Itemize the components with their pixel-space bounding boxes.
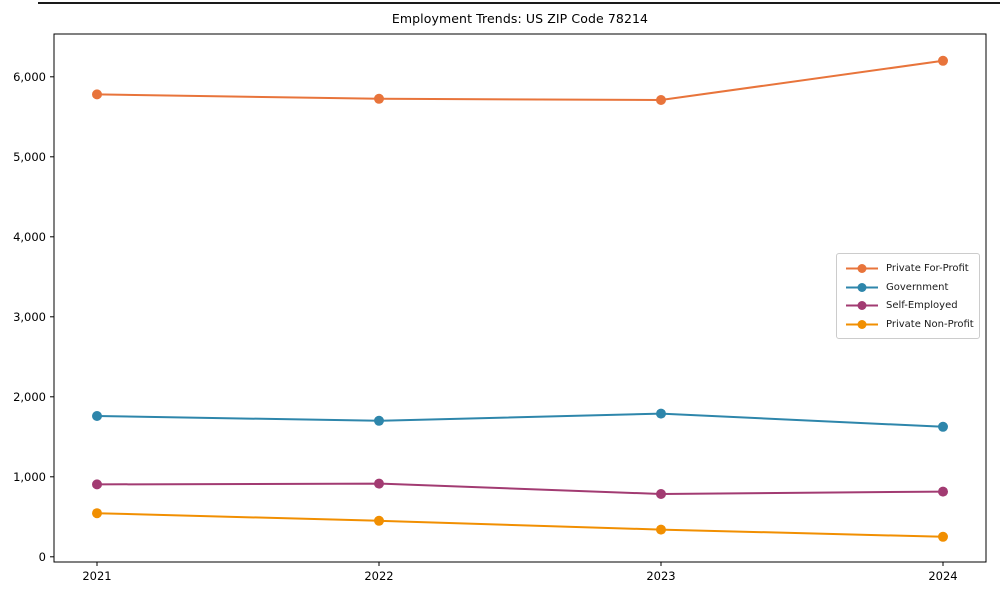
legend-label-private-for-profit: Private For-Profit <box>886 262 969 274</box>
x-tick-label: 2021 <box>82 569 111 583</box>
data-point-private-for-profit-2023 <box>656 95 666 105</box>
legend-row-government: Government <box>846 278 973 297</box>
legend-sample-dot <box>857 263 867 273</box>
series-line-self-employed <box>96 482 944 496</box>
x-tick-label: 2022 <box>364 569 393 583</box>
data-point-private-non-profit-2023 <box>656 524 666 535</box>
legend-row-private-non-profit: Private Non-Profit <box>846 315 974 334</box>
data-point-private-for-profit-2022 <box>374 93 384 104</box>
legend-label-private-non-profit: Private Non-Profit <box>886 319 974 331</box>
data-point-private-non-profit-2021 <box>92 508 102 519</box>
y-tick-label: 3,000 <box>13 310 46 324</box>
data-point-self-employed-2024 <box>938 486 948 497</box>
data-point-private-for-profit-2021 <box>92 89 102 100</box>
series-line-private-for-profit <box>96 59 944 102</box>
legend-marker-icon <box>846 320 878 330</box>
legend-row-self-employed: Self-Employed <box>846 297 973 316</box>
data-point-government-2023 <box>656 408 666 419</box>
y-tick-label: 2,000 <box>13 390 46 404</box>
plot-border <box>53 33 987 563</box>
legend-label-government: Government <box>886 281 949 293</box>
legend-sample-dot <box>857 282 867 292</box>
chart-title: Employment Trends: US ZIP Code 78214 <box>391 11 649 26</box>
legend-sample-dot <box>857 320 867 330</box>
legend-label-self-employed: Self-Employed <box>886 300 958 312</box>
data-point-private-for-profit-2024 <box>938 55 948 66</box>
data-point-government-2021 <box>92 411 102 421</box>
y-tick-label: 6,000 <box>13 70 46 84</box>
data-point-private-non-profit-2024 <box>938 531 948 542</box>
x-tick-label: 2024 <box>928 569 957 583</box>
data-point-government-2024 <box>938 421 948 432</box>
data-point-self-employed-2022 <box>374 478 384 489</box>
window-top-edge-line <box>38 2 1000 4</box>
y-tick-label: 4,000 <box>13 230 46 244</box>
y-tick-label: 1,000 <box>13 470 46 484</box>
x-tick-label: 2023 <box>646 569 675 583</box>
legend-marker-icon <box>846 282 878 292</box>
data-point-self-employed-2021 <box>92 479 102 490</box>
data-point-government-2022 <box>374 415 384 426</box>
series-line-private-non-profit <box>96 512 944 538</box>
data-point-private-non-profit-2022 <box>374 515 384 526</box>
legend-marker-icon <box>846 263 878 273</box>
legend-marker-icon <box>846 301 878 311</box>
chart-legend: Private For-Profit Government Self-Employe… <box>836 253 980 339</box>
data-point-self-employed-2023 <box>656 489 666 499</box>
y-tick-label: 5,000 <box>13 150 46 164</box>
legend-sample-dot <box>857 301 867 311</box>
series-line-government <box>96 412 944 428</box>
y-tick-label: 0 <box>39 550 46 564</box>
legend-row-private-for-profit: Private For-Profit <box>846 259 973 278</box>
